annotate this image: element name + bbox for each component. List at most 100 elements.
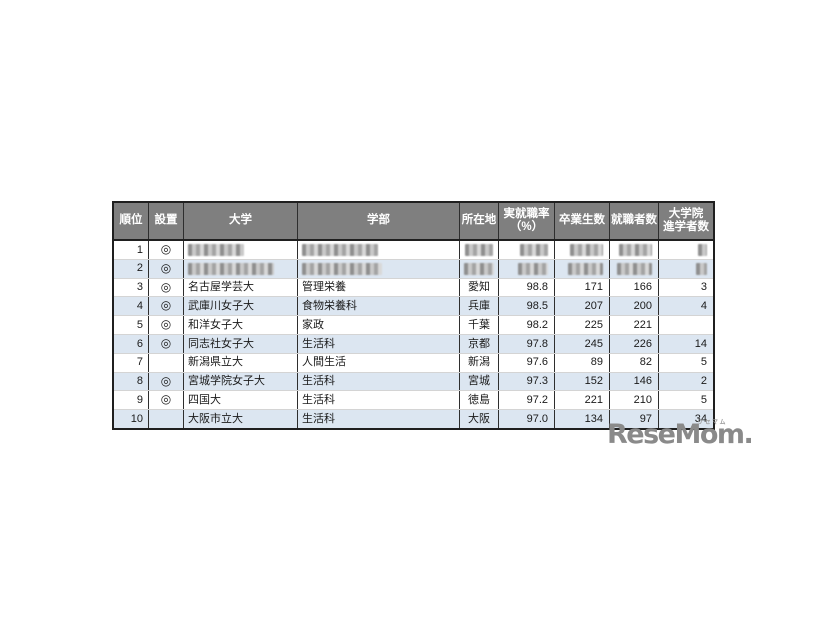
employment-rate-cell: 97.8 — [499, 334, 555, 353]
redacted-text — [619, 243, 652, 256]
table-row: 3 ◎ 名古屋学芸大 管理栄養 愛知 98.8 171 166 3 — [114, 278, 713, 298]
establishment-mark: ◎ — [149, 259, 184, 278]
table-row: 9 ◎ 四国大 生活科 徳島 97.2 221 210 5 — [114, 391, 713, 411]
grad-school-cell — [659, 260, 713, 278]
establishment-mark — [149, 353, 184, 372]
grad-school-cell: 5 — [700, 356, 707, 369]
establishment-mark — [149, 410, 184, 428]
university-cell — [184, 259, 298, 278]
redacted-text — [188, 243, 244, 256]
establishment-mark: ◎ — [149, 391, 184, 410]
employed-cell: 210 — [610, 391, 659, 410]
faculty-cell — [298, 241, 460, 259]
university-cell: 四国大 — [184, 391, 298, 410]
redacted-text — [465, 243, 493, 256]
grad-school-cell — [659, 316, 713, 334]
faculty-cell: 生活科 — [298, 410, 460, 428]
redacted-text — [464, 262, 494, 275]
header-grad-school: 大学院 進学者数 — [663, 207, 709, 233]
graduates-cell: 171 — [555, 278, 610, 297]
faculty-cell: 食物栄養科 — [298, 297, 460, 316]
rank-cell: 9 — [114, 391, 149, 410]
employed-cell: 226 — [610, 334, 659, 353]
graduates-cell — [555, 241, 610, 259]
logo-ruby-text: リセマム — [697, 420, 728, 426]
grad-school-cell: 14 — [694, 337, 707, 350]
faculty-cell — [298, 259, 460, 278]
redacted-text — [570, 243, 603, 256]
graduates-cell: 221 — [555, 391, 610, 410]
table-row: 5 ◎ 和洋女子大 家政 千葉 98.2 225 221 — [114, 316, 713, 335]
university-cell: 宮城学院女子大 — [184, 372, 298, 391]
rank-cell: 3 — [114, 278, 149, 297]
rank-cell: 7 — [114, 353, 149, 372]
table-row: 4 ◎ 武庫川女子大 食物栄養科 兵庫 98.5 207 200 4 — [114, 297, 713, 317]
header-employed: 就職者数 — [610, 203, 659, 239]
faculty-cell: 生活科 — [298, 391, 460, 410]
university-cell: 和洋女子大 — [184, 316, 298, 334]
header-university: 大学 — [184, 203, 298, 239]
header-location: 所在地 — [460, 203, 499, 239]
employed-cell: 82 — [610, 353, 659, 372]
employment-rate-cell: 98.2 — [499, 316, 555, 334]
graduates-cell: 152 — [555, 372, 610, 391]
university-cell: 名古屋学芸大 — [184, 278, 298, 297]
grad-school-cell: 34 — [694, 412, 707, 425]
employed-cell: 146 — [610, 372, 659, 391]
location-cell: 愛知 — [460, 278, 499, 297]
employment-rate-cell: 97.3 — [499, 372, 555, 391]
table-row: 10 大阪市立大 生活科 大阪 97.0 134 97 34 — [114, 410, 713, 428]
redacted-text — [302, 243, 378, 256]
university-cell: 武庫川女子大 — [184, 297, 298, 316]
location-cell: 京都 — [460, 334, 499, 353]
resemom-logo: リセマム ReseMom. — [607, 415, 754, 451]
rank-cell: 2 — [114, 259, 149, 278]
employment-rate-cell: 97.0 — [499, 410, 555, 428]
location-cell: 徳島 — [460, 391, 499, 410]
establishment-mark: ◎ — [149, 278, 184, 297]
graduates-cell: 89 — [555, 353, 610, 372]
employment-rate-ranking-table: 順位 設置 大学 学部 所在地 実就職率 （%） 卒業生数 就職者数 大学院 進… — [112, 201, 715, 430]
faculty-cell: 管理栄養 — [298, 278, 460, 297]
rank-cell: 4 — [114, 297, 149, 316]
employment-rate-cell: 98.5 — [499, 297, 555, 316]
redacted-text — [696, 262, 707, 275]
location-cell — [460, 259, 499, 278]
redacted-text — [698, 243, 707, 256]
rank-cell: 8 — [114, 372, 149, 391]
header-graduates: 卒業生数 — [555, 203, 610, 239]
header-employment-rate: 実就職率 （%） — [499, 203, 555, 239]
rank-cell: 1 — [114, 241, 149, 259]
graduates-cell: 225 — [555, 316, 610, 334]
faculty-cell: 生活科 — [298, 372, 460, 391]
redacted-text — [188, 262, 274, 275]
table-header-row: 順位 設置 大学 学部 所在地 実就職率 （%） 卒業生数 就職者数 大学院 進… — [114, 203, 713, 241]
table-row: 2 ◎ — [114, 259, 713, 279]
redacted-text — [568, 262, 603, 275]
faculty-cell: 人間生活 — [298, 353, 460, 372]
grad-school-cell: 4 — [700, 299, 707, 312]
grad-school-cell: 5 — [700, 393, 707, 406]
table-row: 1 ◎ — [114, 241, 713, 260]
university-cell: 大阪市立大 — [184, 410, 298, 428]
header-rank: 順位 — [114, 203, 149, 239]
establishment-mark: ◎ — [149, 334, 184, 353]
header-establishment: 設置 — [149, 203, 184, 239]
university-cell — [184, 241, 298, 259]
grad-school-cell — [659, 241, 713, 259]
employed-cell: 200 — [610, 297, 659, 316]
graduates-cell — [555, 259, 610, 278]
employment-rate-cell: 97.6 — [499, 353, 555, 372]
employment-rate-cell: 98.8 — [499, 278, 555, 297]
employed-cell: 97 — [610, 410, 659, 428]
redacted-text — [518, 262, 548, 275]
location-cell: 宮城 — [460, 372, 499, 391]
university-cell: 同志社女子大 — [184, 334, 298, 353]
employment-rate-cell: 97.2 — [499, 391, 555, 410]
establishment-mark: ◎ — [149, 297, 184, 316]
location-cell — [460, 241, 499, 259]
table-row: 7 新潟県立大 人間生活 新潟 97.6 89 82 5 — [114, 353, 713, 373]
employment-rate-cell — [499, 241, 555, 259]
location-cell: 兵庫 — [460, 297, 499, 316]
